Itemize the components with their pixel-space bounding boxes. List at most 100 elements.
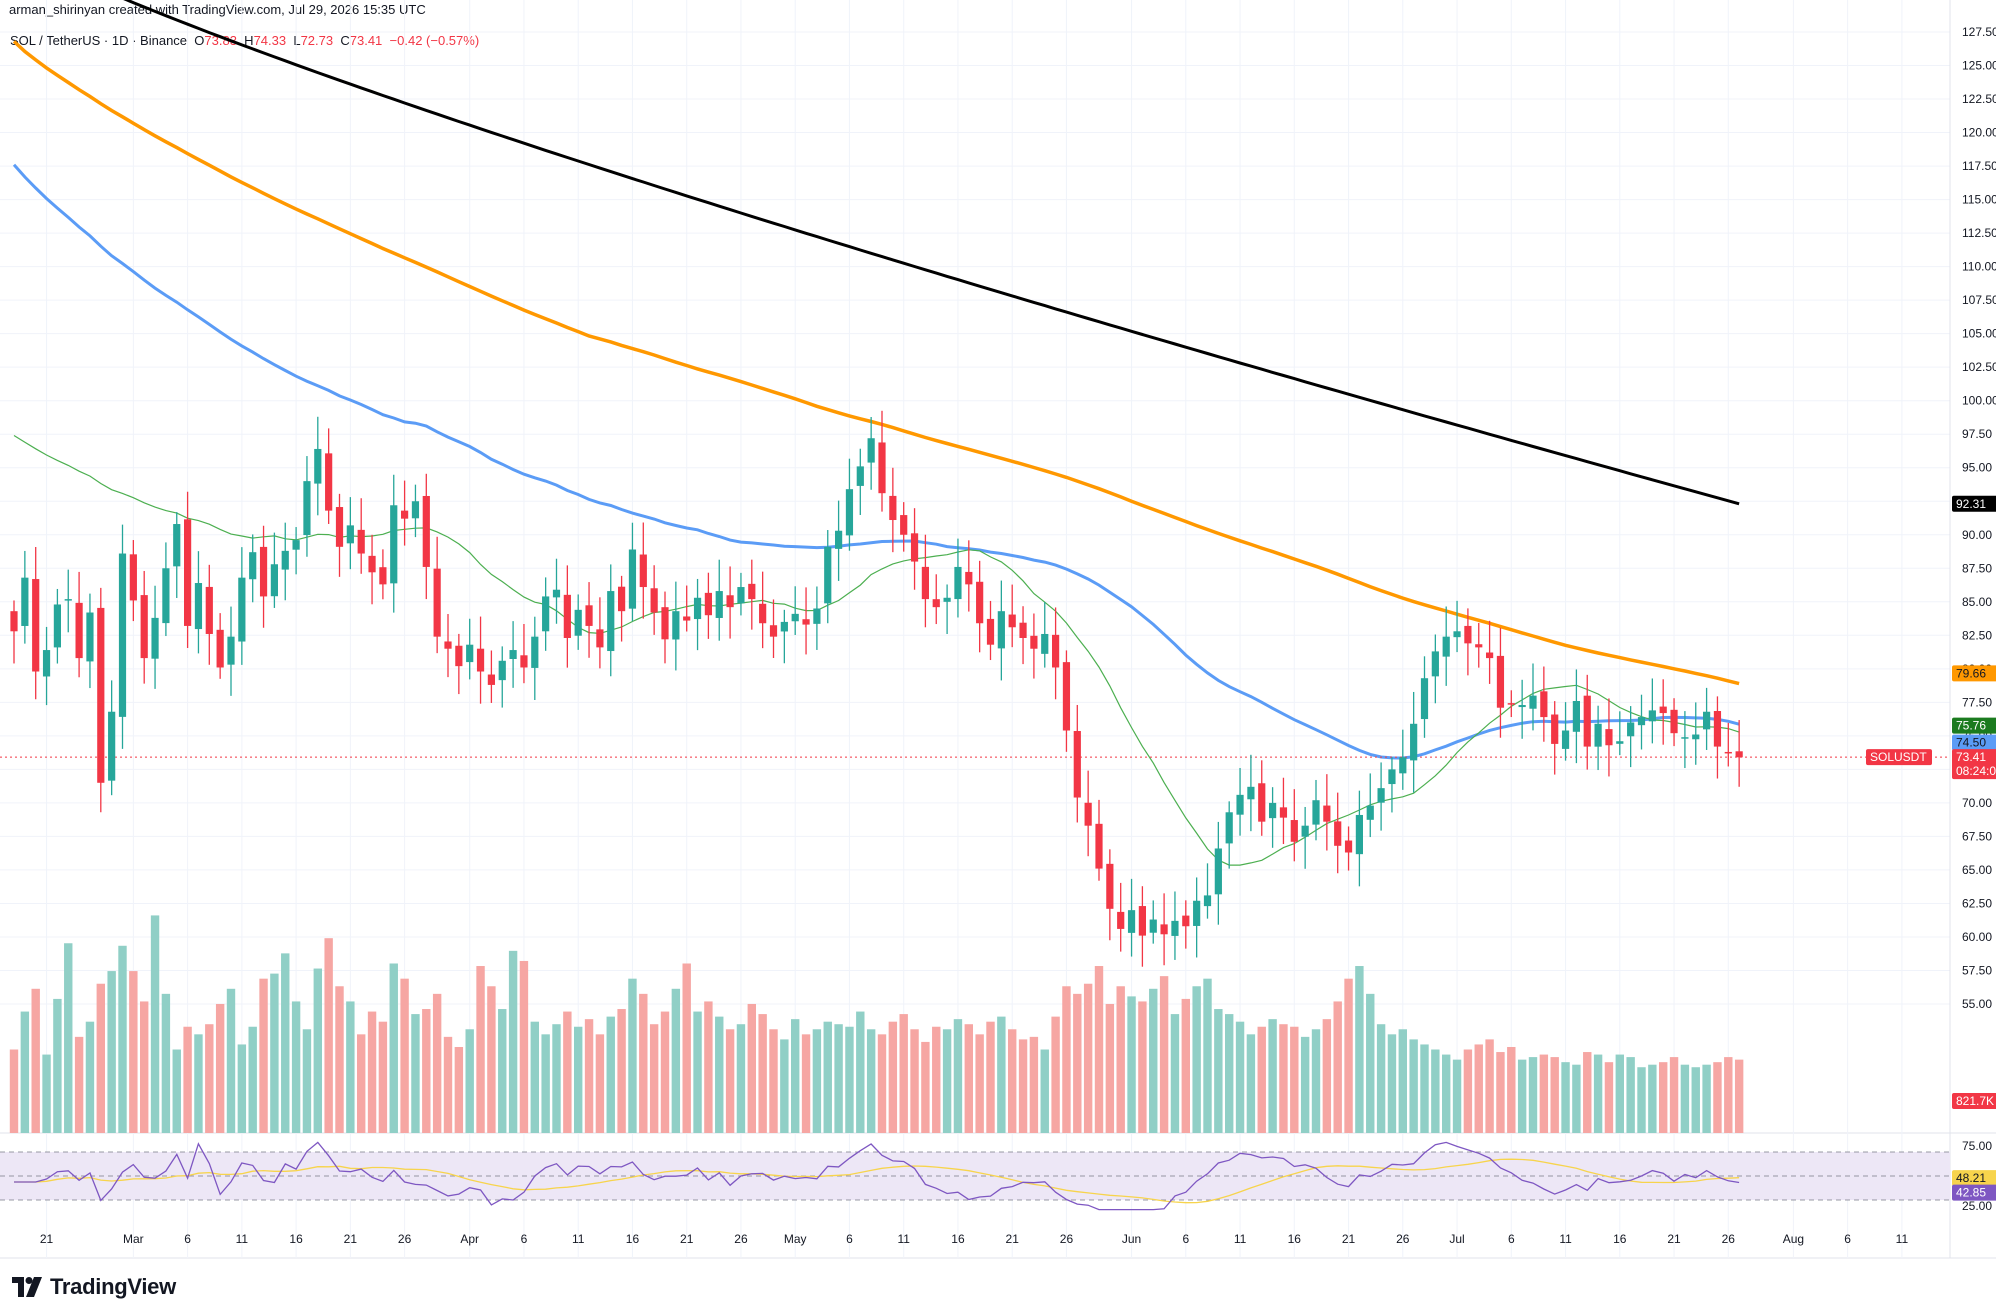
candle-body xyxy=(1377,788,1385,803)
candle-body xyxy=(1052,634,1060,668)
volume-bar xyxy=(1116,986,1125,1133)
x-tick-label: 6 xyxy=(1182,1232,1189,1246)
x-tick-label: 21 xyxy=(680,1232,694,1246)
x-tick-label: 11 xyxy=(1896,1232,1909,1246)
volume-bar xyxy=(1474,1044,1483,1133)
candle-body xyxy=(845,489,854,536)
volume-bar xyxy=(1127,996,1136,1133)
volume-bar xyxy=(378,1021,388,1133)
volume-bar xyxy=(1355,966,1364,1133)
candle-body xyxy=(444,641,452,649)
volume-bar xyxy=(1659,1062,1668,1133)
candle-body xyxy=(542,596,550,632)
volume-bar xyxy=(1225,1014,1234,1133)
volume-bar xyxy=(866,1029,876,1133)
tradingview-brand[interactable]: TradingView xyxy=(12,1274,176,1300)
candle-body xyxy=(878,442,886,494)
candle-body xyxy=(466,644,474,663)
y-tick-label: 120.00 xyxy=(1962,126,1996,140)
x-tick-label: 21 xyxy=(1342,1232,1356,1246)
ma100-line xyxy=(12,40,1740,686)
candle-body xyxy=(487,674,495,685)
volume-bar xyxy=(487,986,496,1133)
x-tick-label: 11 xyxy=(572,1232,585,1246)
volume-bar xyxy=(628,978,637,1133)
candle-body xyxy=(618,586,626,612)
candle-body xyxy=(1247,786,1255,800)
y-tick-label: 82.50 xyxy=(1962,628,1992,642)
candle-body xyxy=(737,587,745,604)
y-tick-label: 112.50 xyxy=(1962,226,1996,240)
ma200-tag: 92.31 xyxy=(1956,497,1986,511)
volume-bar xyxy=(1073,993,1082,1133)
rsi-pane[interactable]: 75.00 25.00 xyxy=(0,1139,1992,1213)
volume-bar xyxy=(161,993,171,1133)
volume-bar xyxy=(747,1003,756,1133)
volume-bar xyxy=(595,1034,605,1133)
y-tick-label: 115.00 xyxy=(1962,193,1996,207)
volume-bar xyxy=(1572,1064,1581,1133)
price-axis[interactable]: 127.50 125.00 122.50 120.00 117.50 115.00 112.… xyxy=(1962,25,1996,1011)
volume-bar xyxy=(42,1054,51,1133)
volume-bar xyxy=(476,966,485,1133)
volume-bar xyxy=(1387,1034,1397,1133)
rsi-tick-label: 75.00 xyxy=(1962,1139,1992,1153)
time-axis[interactable]: 21 Mar 6 11 16 21 26 Apr 6 11 16 21 26 May 6 11 16 21 26 Ju… xyxy=(40,1232,1909,1246)
symbol-name[interactable]: SOL / TetherUS · 1D · Binance xyxy=(10,33,188,48)
candle-body xyxy=(639,554,647,588)
y-tick-label: 105.00 xyxy=(1962,327,1996,341)
volume-bar xyxy=(1442,1054,1451,1133)
volume-bar xyxy=(367,1011,377,1133)
candle-body xyxy=(509,650,517,659)
candle-body xyxy=(1258,783,1266,822)
x-tick-label: Jul xyxy=(1449,1232,1464,1246)
volume-bar xyxy=(129,971,138,1133)
volume-bar xyxy=(1637,1067,1646,1133)
candle-body xyxy=(1323,805,1331,822)
volume-bar xyxy=(96,983,105,1133)
volume-bar xyxy=(1083,983,1093,1133)
volume-bar xyxy=(1018,1039,1028,1133)
candle-body xyxy=(986,618,995,645)
volume-bar xyxy=(259,978,268,1133)
candle-body xyxy=(97,607,105,783)
y-tick-label: 117.50 xyxy=(1962,159,1996,173)
volume-bar xyxy=(845,1026,854,1133)
volume-bar xyxy=(1322,1019,1332,1133)
volume-bar xyxy=(1539,1054,1549,1133)
candle-body xyxy=(726,595,734,608)
low-label: L xyxy=(293,33,301,48)
candle-body xyxy=(943,597,951,602)
candle-body xyxy=(1312,800,1320,825)
volume-bar xyxy=(1192,986,1201,1133)
candle-body xyxy=(249,552,257,580)
rsi-tick-label: 25.00 xyxy=(1962,1199,1992,1213)
volume-bar xyxy=(140,1001,149,1133)
volume-bar xyxy=(649,1024,659,1133)
volume-bar xyxy=(1333,1001,1342,1133)
moving-averages xyxy=(0,0,1950,866)
candle-body xyxy=(1290,820,1298,842)
candle-body xyxy=(368,555,376,573)
candle-body xyxy=(1605,729,1613,746)
candle-body xyxy=(227,636,235,665)
candle-body xyxy=(1301,825,1309,837)
symbol-legend[interactable]: SOL / TetherUS · 1D · Binance O73.83 H74… xyxy=(10,33,479,48)
rsi-tag-bg xyxy=(1952,1184,1996,1201)
candle-body xyxy=(1062,662,1071,731)
candle-body xyxy=(455,645,463,667)
volume-bar xyxy=(1008,1029,1017,1133)
volume-bar xyxy=(118,945,127,1133)
x-tick-label: 26 xyxy=(1396,1232,1410,1246)
volume-bar xyxy=(1485,1039,1494,1133)
candle-body xyxy=(1106,863,1114,909)
volume-bar xyxy=(1550,1057,1559,1133)
candle-body xyxy=(1008,614,1016,628)
candle-body xyxy=(759,603,767,624)
rsi-ma-tag: 48.21 xyxy=(1956,1171,1986,1185)
volume-bar xyxy=(1062,986,1071,1133)
volume-bar xyxy=(508,950,518,1133)
candlesticks[interactable] xyxy=(10,410,1743,967)
candle-body xyxy=(856,466,864,486)
